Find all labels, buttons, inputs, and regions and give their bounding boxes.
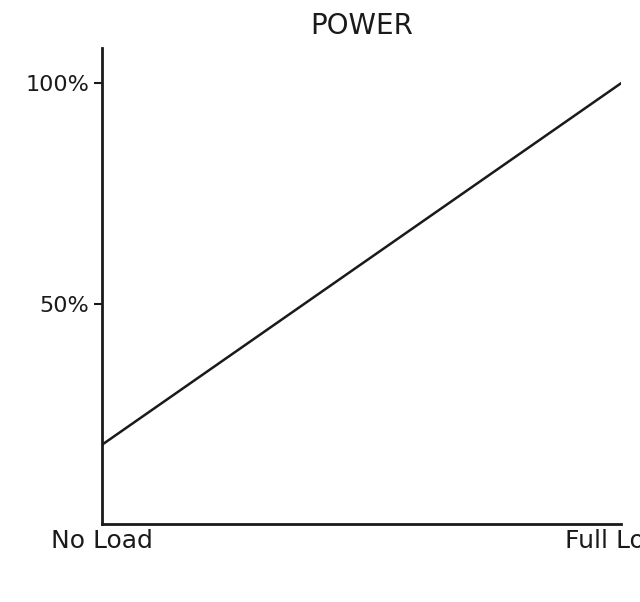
Title: POWER: POWER: [310, 12, 413, 40]
